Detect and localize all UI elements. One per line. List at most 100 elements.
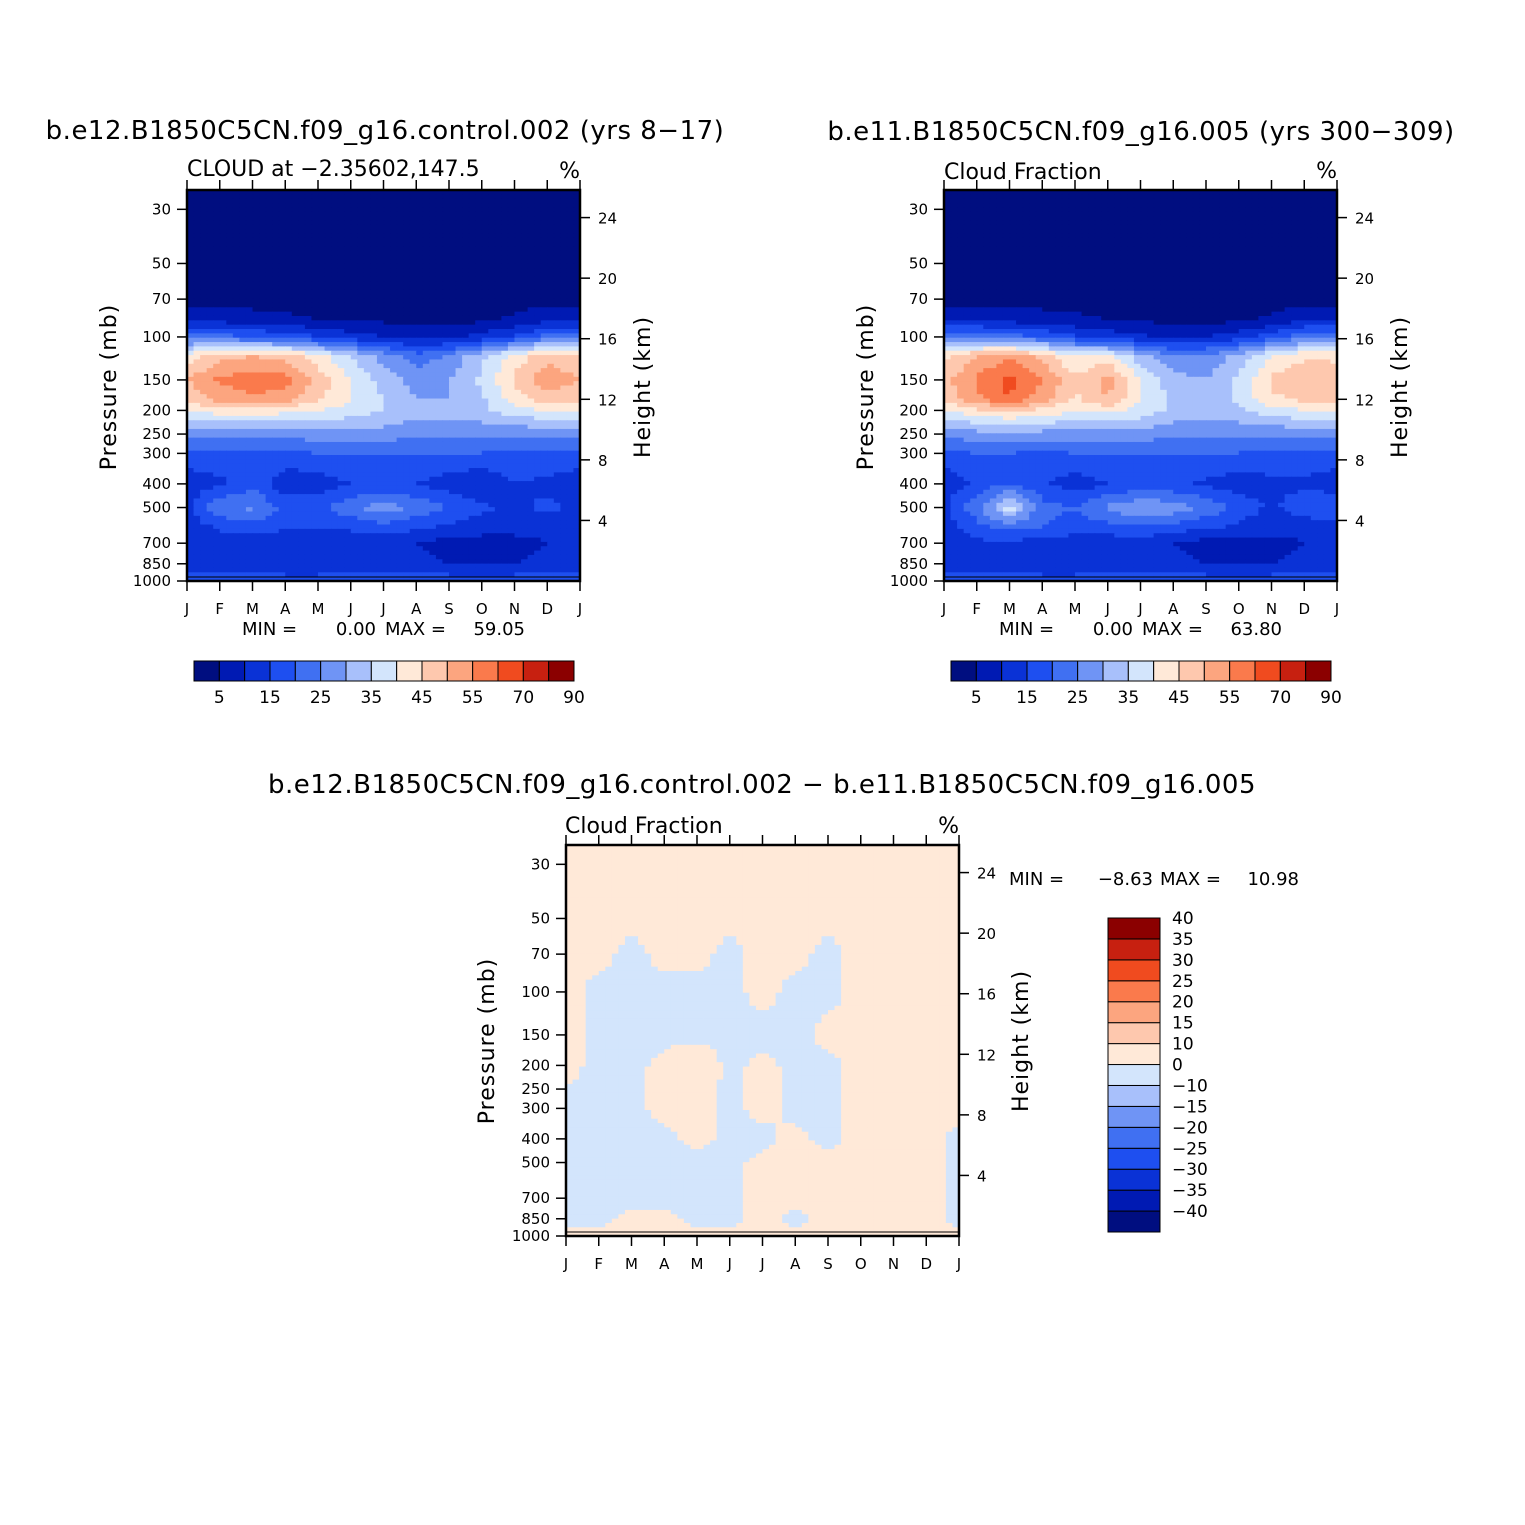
contour-cell [357, 285, 365, 291]
contour-cell [187, 455, 195, 460]
contour-cell [390, 220, 398, 226]
contour-cell [304, 329, 313, 334]
contour-cell [481, 402, 489, 408]
contour-cell [507, 320, 516, 326]
contour-cell [435, 272, 444, 278]
contour-cell [278, 242, 286, 248]
contour-cell [357, 229, 365, 235]
contour-cell [409, 524, 417, 530]
contour-cell [435, 289, 444, 295]
contour-cell [259, 446, 267, 452]
contour-cell [383, 198, 391, 204]
contour-cell [324, 194, 332, 200]
contour-cell [481, 446, 489, 452]
contour-cell [311, 281, 319, 287]
contour-cell [442, 537, 450, 543]
contour-cell [304, 233, 313, 239]
contour-cell [435, 515, 444, 521]
contour-cell [311, 315, 319, 321]
contour-cell [449, 355, 457, 361]
contour-cell [278, 346, 286, 352]
contour-cell [481, 485, 489, 491]
contour-cell [553, 481, 561, 487]
contour-cell [245, 207, 254, 213]
contour-cell [363, 507, 371, 513]
contour-cell [285, 468, 293, 473]
contour-cell [376, 528, 385, 534]
contour-cell [429, 450, 437, 456]
contour-cell [475, 294, 483, 300]
contour-cell [298, 359, 306, 365]
contour-cell [357, 329, 365, 334]
contour-cell [245, 520, 254, 526]
contour-cell [429, 489, 437, 495]
contour-cell [193, 546, 201, 552]
contour-cell [560, 320, 568, 326]
contour-cell [481, 433, 489, 439]
contour-cell [553, 320, 561, 326]
contour-cell [291, 272, 299, 278]
contour-cell [213, 329, 221, 334]
contour-cell [501, 455, 509, 460]
contour-cell [344, 376, 352, 382]
contour-cell [416, 281, 424, 287]
contour-cell [573, 446, 580, 452]
contour-cell [331, 498, 339, 504]
contour-cell [213, 368, 221, 374]
contour-cell [370, 415, 378, 421]
contour-cell [566, 541, 575, 547]
contour-cell [396, 337, 404, 343]
contour-cell [416, 420, 424, 426]
contour-cell [494, 385, 502, 391]
contour-cell [560, 229, 568, 235]
contour-cell [507, 359, 516, 365]
contour-cell [245, 389, 254, 395]
contour-cell [193, 402, 201, 408]
contour-cell [416, 350, 424, 356]
contour-cell [383, 242, 391, 248]
contour-cell [318, 520, 326, 526]
contour-cell [376, 520, 385, 526]
contour-cell [298, 207, 306, 213]
contour-cell [429, 381, 437, 387]
contour-cell [481, 389, 489, 395]
contour-cell [291, 294, 299, 300]
contour-cell [291, 476, 299, 482]
contour-cell [252, 524, 260, 530]
contour-cell [422, 381, 430, 387]
contour-cell [435, 242, 444, 248]
contour-cell [350, 224, 358, 230]
contour-cell [429, 363, 437, 369]
contour-cell [560, 233, 568, 239]
contour-cell [462, 255, 470, 261]
contour-cell [455, 376, 463, 382]
contour-cell [390, 494, 398, 500]
contour-cell [494, 524, 502, 530]
contour-cell [344, 207, 352, 213]
contour-cell [265, 498, 273, 504]
contour-cell [232, 468, 240, 473]
contour-cell [200, 420, 208, 426]
contour-cell [193, 289, 201, 295]
contour-cell [344, 337, 352, 343]
contour-cell [409, 211, 417, 217]
contour-cell [573, 263, 580, 269]
contour-cell [390, 289, 398, 295]
contour-cell [409, 259, 417, 265]
contour-cell [265, 407, 273, 413]
contour-cell [350, 533, 358, 539]
contour-cell [514, 259, 522, 265]
contour-cell [272, 342, 280, 347]
contour-cell [455, 402, 463, 408]
contour-cell [435, 198, 444, 204]
contour-cell [560, 203, 568, 208]
contour-cell [455, 311, 463, 317]
contour-cell [514, 498, 522, 504]
contour-cell [291, 329, 299, 334]
contour-cell [370, 463, 378, 469]
contour-cell [213, 546, 221, 552]
contour-cell [462, 246, 470, 252]
contour-cell [540, 394, 548, 400]
contour-cell [534, 407, 542, 413]
contour-cell [573, 333, 580, 339]
